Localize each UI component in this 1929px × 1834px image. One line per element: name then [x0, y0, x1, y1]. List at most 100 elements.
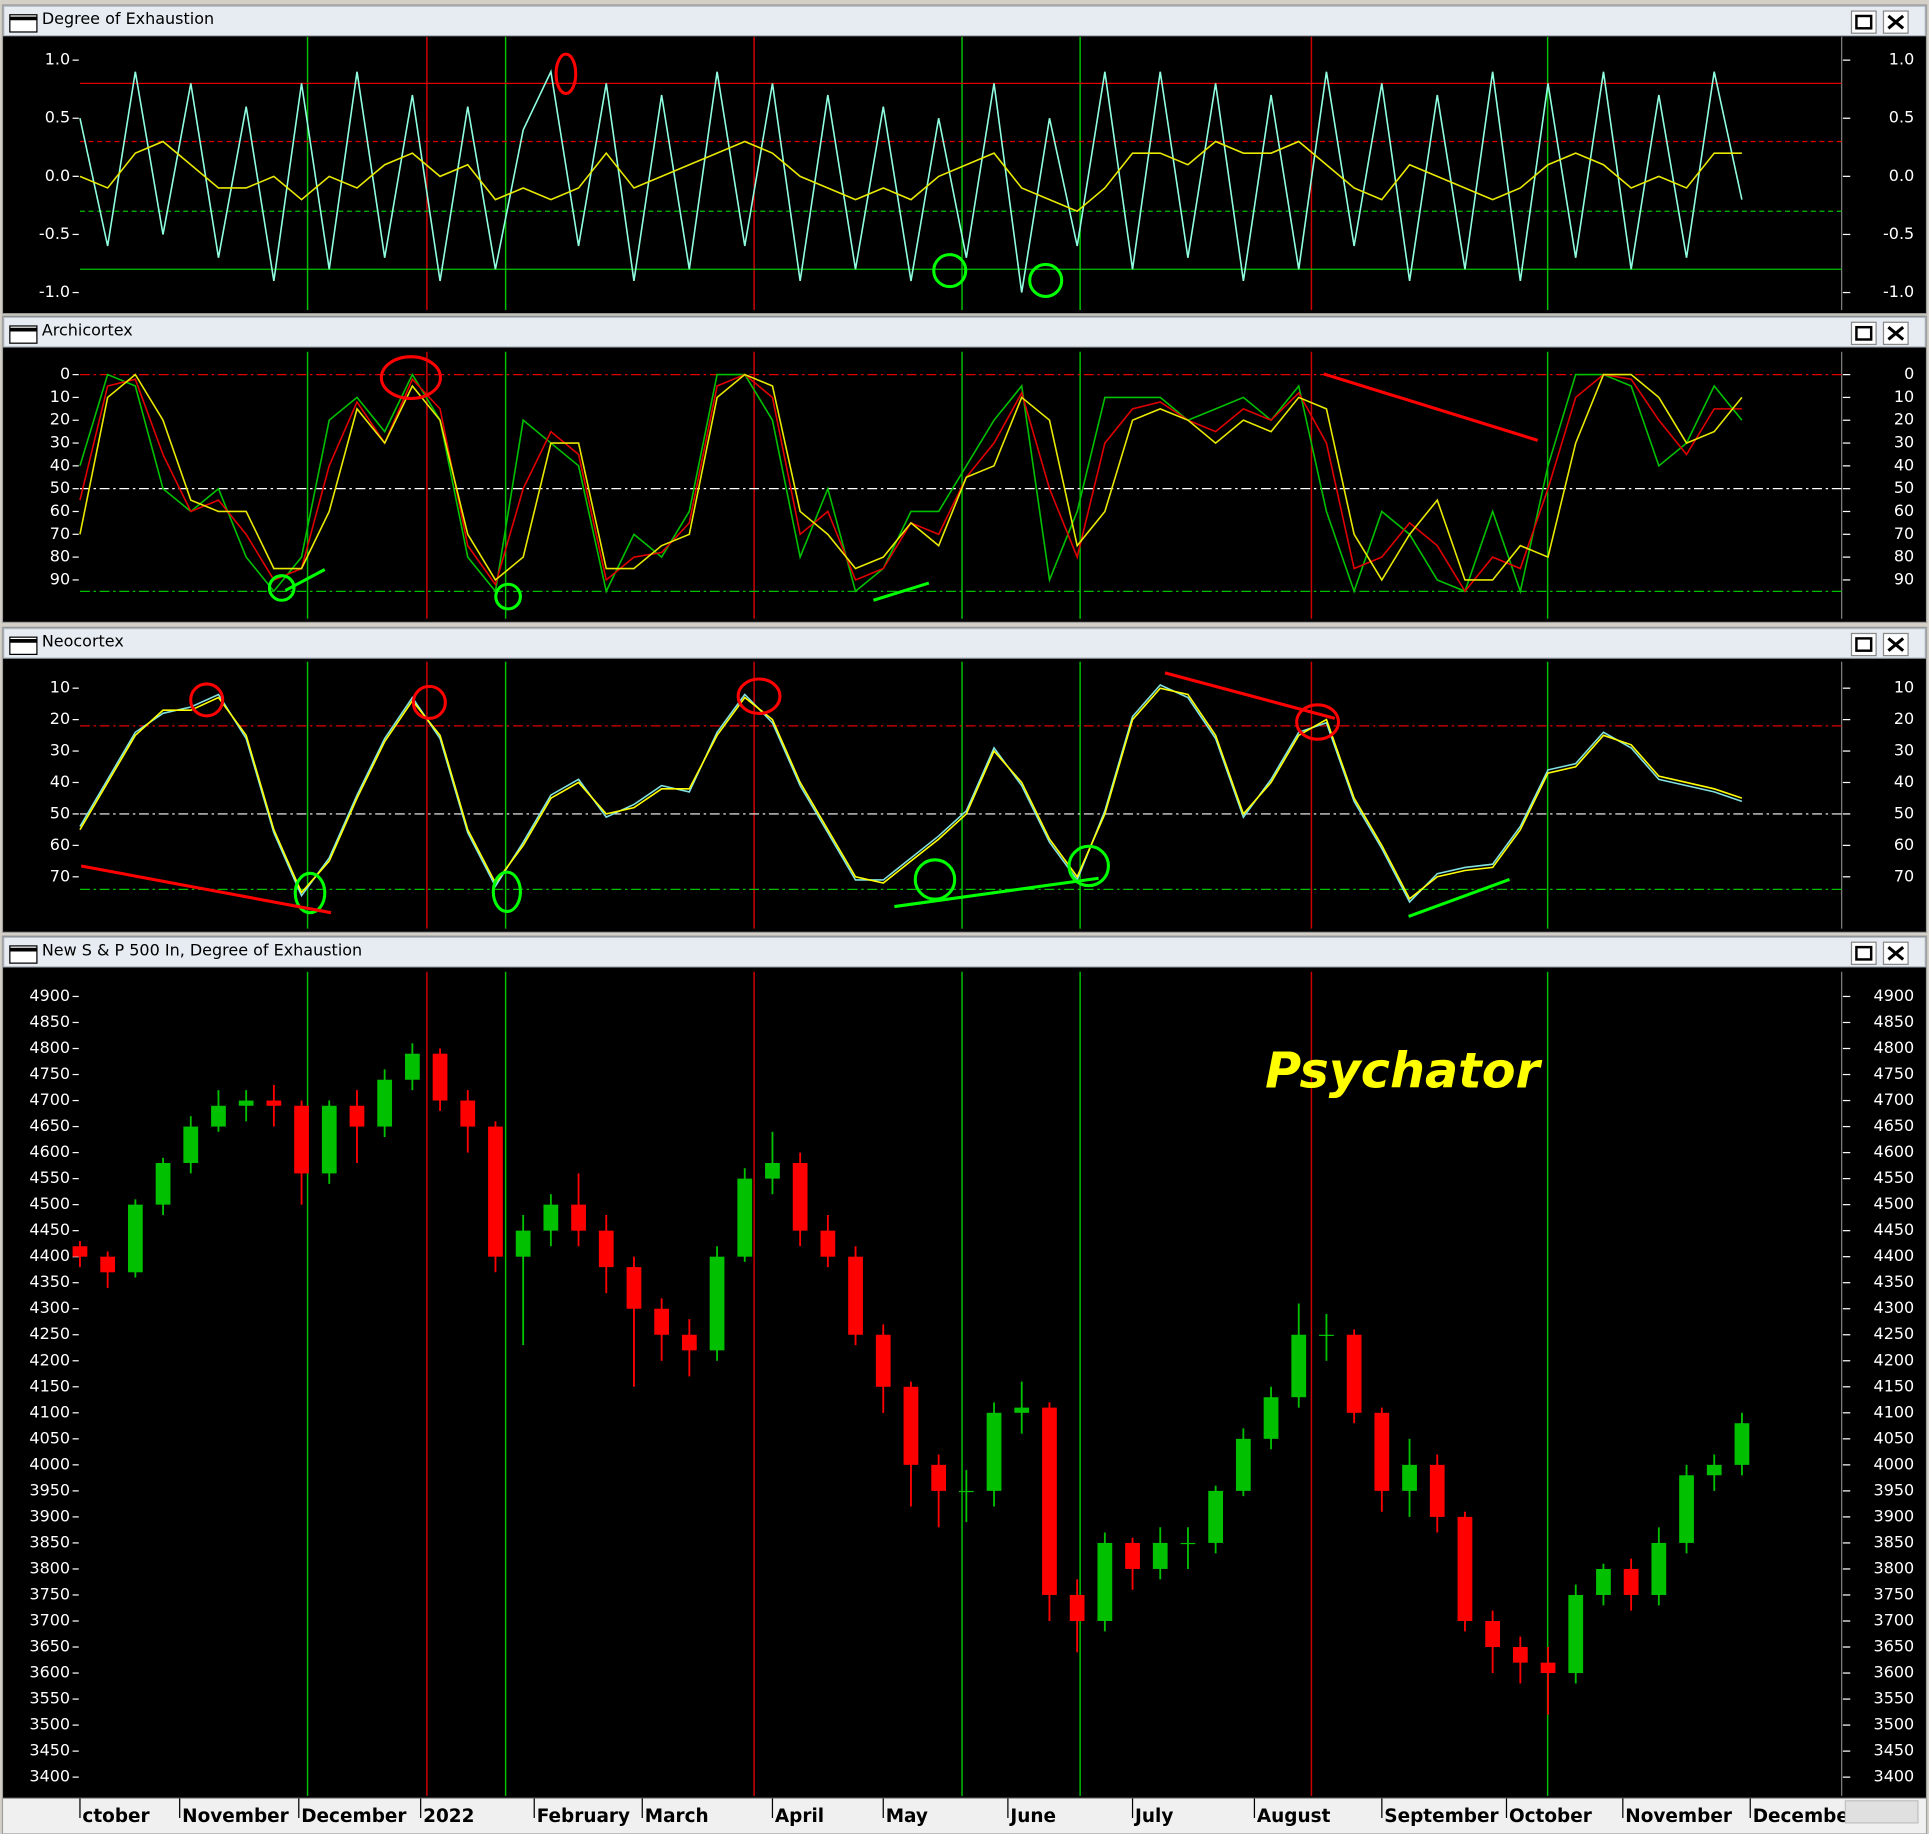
- candle-body: [1291, 1334, 1307, 1398]
- y-tick-label: 4000: [29, 1454, 70, 1473]
- y-tick-label: 3450: [1874, 1741, 1915, 1760]
- y-tick-label: 80: [50, 547, 70, 566]
- x-tick-label: September: [1384, 1806, 1499, 1827]
- y-tick-label: 70: [50, 866, 70, 885]
- candle-body: [1319, 1334, 1334, 1336]
- candle-body: [1568, 1594, 1584, 1674]
- circle-mark: [554, 52, 578, 96]
- y-tick-label: 90: [1894, 569, 1914, 588]
- x-tick-label: 2022: [423, 1806, 474, 1827]
- y-tick-label: 3700: [1874, 1610, 1915, 1629]
- candle-body: [460, 1100, 476, 1127]
- candle-body: [1623, 1568, 1639, 1595]
- y-tick-label: 0.0: [1889, 166, 1914, 185]
- y-tick-label: 4550: [1874, 1168, 1915, 1187]
- y-tick-label: 3550: [29, 1689, 70, 1708]
- candle-body: [1014, 1407, 1030, 1413]
- trend-line: [284, 568, 326, 592]
- y-tick-label: 4050: [29, 1428, 70, 1447]
- maximize-icon: [1855, 325, 1873, 341]
- candle-body: [765, 1163, 780, 1179]
- x-tick-label: June: [1008, 1806, 1056, 1827]
- y-tick-label: 60: [1894, 835, 1914, 854]
- candle-body: [709, 1256, 725, 1351]
- candle-body: [571, 1204, 586, 1231]
- circle-mark: [736, 677, 782, 715]
- y-tick-label: 50: [50, 478, 70, 497]
- y-tick-label: 0.0: [45, 166, 70, 185]
- candle-body: [72, 1246, 88, 1257]
- close-icon: [1887, 945, 1905, 961]
- trend-line: [1408, 878, 1511, 918]
- panel-frame: [1, 935, 1928, 1801]
- y-tick-label: 3600: [1874, 1663, 1915, 1682]
- y-tick-label: 4500: [29, 1194, 70, 1213]
- y-tick-label: 4500: [1874, 1194, 1915, 1213]
- y-tick-label: 30: [1894, 741, 1914, 760]
- x-tick-label: November: [1625, 1806, 1733, 1827]
- y-tick-label: -0.5: [1883, 224, 1914, 243]
- y-tick-label: 3950: [29, 1480, 70, 1499]
- y-tick-label: 3800: [1874, 1558, 1915, 1577]
- y-tick-label: 4700: [1874, 1090, 1915, 1109]
- y-tick-label: -0.5: [39, 224, 70, 243]
- y-tick-label: 3900: [1874, 1506, 1915, 1525]
- y-tick-label: 30: [50, 433, 70, 452]
- y-tick-label: 80: [1894, 547, 1914, 566]
- candle-body: [294, 1105, 309, 1174]
- y-tick-label: 30: [50, 741, 70, 760]
- maximize-icon: [1855, 14, 1873, 30]
- candle-body: [1596, 1568, 1611, 1595]
- y-tick-label: 4350: [29, 1272, 70, 1291]
- y-tick-label: 20: [1894, 410, 1914, 429]
- y-tick-label: 10: [50, 387, 70, 406]
- circle-mark: [494, 582, 522, 611]
- candle-body: [792, 1163, 808, 1231]
- y-tick-label: 0.5: [1889, 108, 1914, 127]
- x-tick-label: November: [182, 1806, 290, 1827]
- y-tick-label: 3800: [29, 1558, 70, 1577]
- y-tick-label: 4100: [1874, 1402, 1915, 1421]
- y-tick-label: 3650: [1874, 1637, 1915, 1656]
- y-tick-label: 70: [1894, 524, 1914, 543]
- y-tick-label: 3400: [29, 1767, 70, 1786]
- y-tick-label: 60: [1894, 501, 1914, 520]
- candle-body: [1152, 1542, 1168, 1569]
- y-tick-label: 3400: [1874, 1767, 1915, 1786]
- panel-title: New S & P 500 In, Degree of Exhaustion: [42, 940, 362, 959]
- y-tick-label: 4700: [29, 1090, 70, 1109]
- series-line: [79, 373, 1743, 582]
- candle-body: [1346, 1334, 1362, 1413]
- annotation-text: Psychator: [1265, 1041, 1542, 1099]
- candle-body: [377, 1079, 393, 1127]
- y-tick-label: 4100: [29, 1402, 70, 1421]
- title-bar: [3, 627, 1926, 659]
- title-bar: [3, 936, 1926, 968]
- title-bar: [3, 316, 1926, 348]
- y-tick-label: 3900: [29, 1506, 70, 1525]
- y-tick-label: 4650: [1874, 1116, 1915, 1135]
- series-line: [79, 69, 1743, 293]
- candle-body: [183, 1126, 199, 1164]
- candle-body: [1457, 1516, 1473, 1621]
- candle-body: [1263, 1397, 1279, 1439]
- y-tick-label: 40: [1894, 455, 1914, 474]
- y-tick-label: 3500: [1874, 1715, 1915, 1734]
- candle-body: [1429, 1464, 1445, 1517]
- y-tick-label: 4650: [29, 1116, 70, 1135]
- candle-body: [986, 1412, 1002, 1491]
- y-tick-label: 4550: [29, 1168, 70, 1187]
- candle-body: [155, 1163, 171, 1205]
- y-tick-label: 4600: [1874, 1142, 1915, 1161]
- x-axis-bar: [1, 1797, 1928, 1834]
- y-tick-label: 50: [1894, 478, 1914, 497]
- y-tick-label: 4900: [1874, 986, 1915, 1005]
- y-tick-label: 4250: [29, 1324, 70, 1343]
- candle-body: [820, 1230, 836, 1257]
- candle-body: [1042, 1407, 1057, 1595]
- candle-body: [404, 1053, 420, 1080]
- candle-body: [654, 1308, 670, 1335]
- candle-body: [598, 1230, 614, 1268]
- circle-mark: [1295, 703, 1341, 741]
- candle-body: [1180, 1542, 1196, 1545]
